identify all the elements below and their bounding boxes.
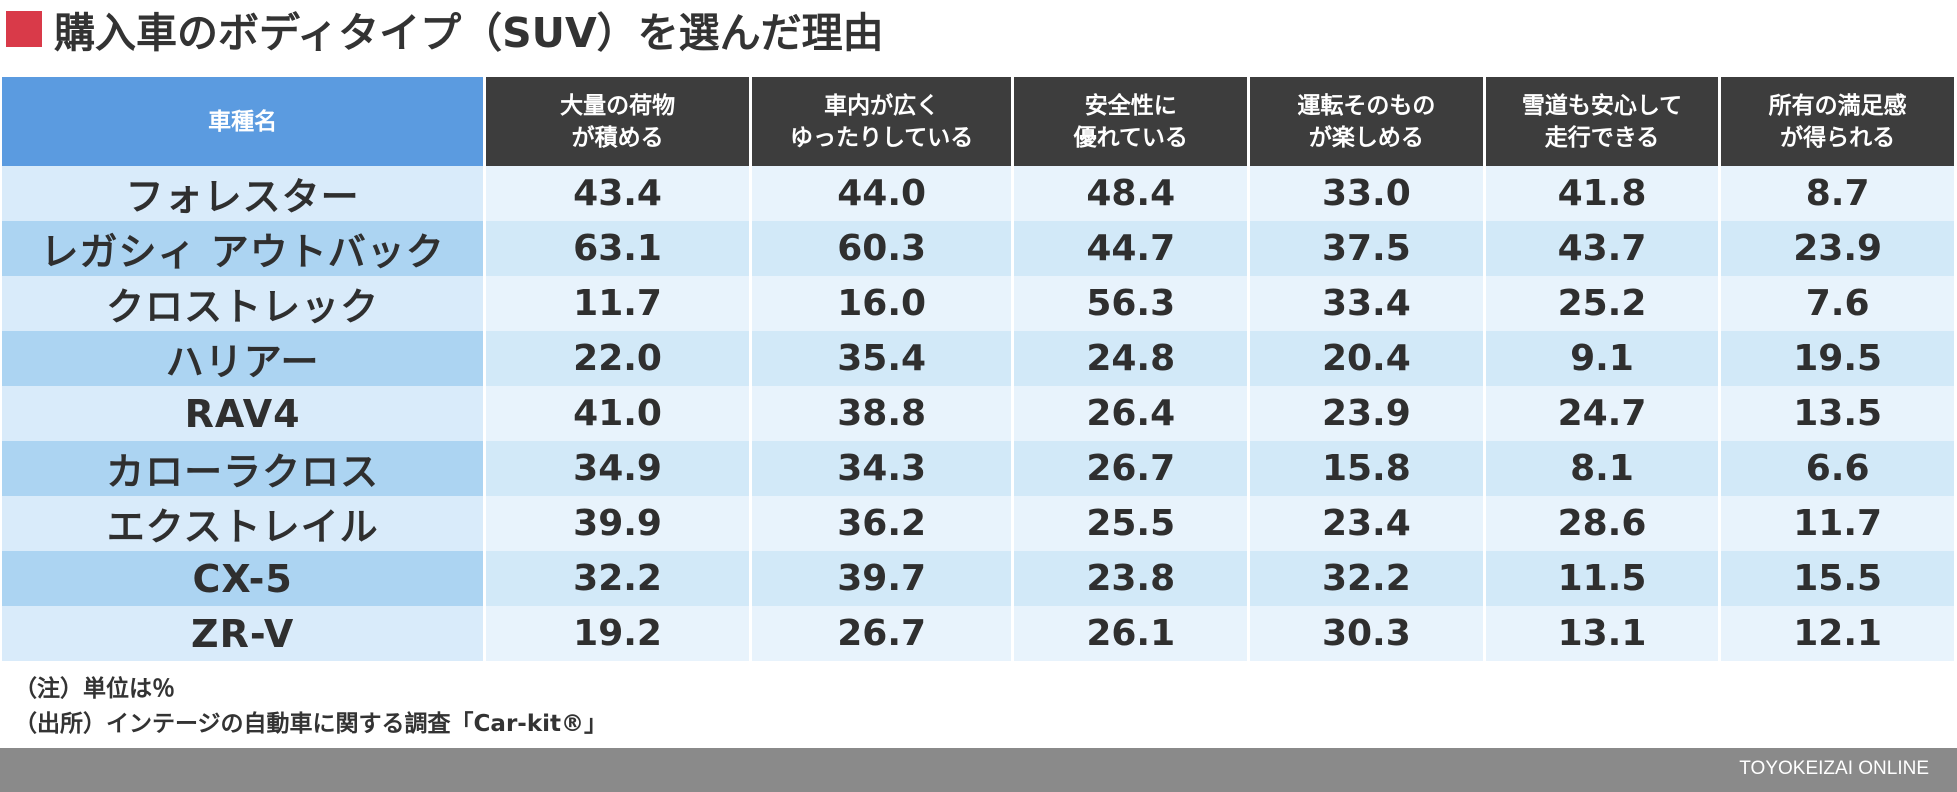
- value-cell: 6.6: [1719, 441, 1957, 496]
- value-cell: 11.7: [1719, 496, 1957, 551]
- value-cell: 25.5: [1012, 496, 1251, 551]
- value-cell: 26.1: [1012, 606, 1251, 661]
- value-cell: 35.4: [750, 331, 1015, 386]
- value-cell: 43.4: [484, 166, 752, 221]
- vehicle-name-cell: レガシィ アウトバック: [2, 221, 487, 276]
- value-cell: 48.4: [1012, 166, 1251, 221]
- value-cell: 8.1: [1484, 441, 1722, 496]
- value-cell: 15.8: [1248, 441, 1486, 496]
- footer-brand: TOYOKEIZAI ONLINE: [1739, 758, 1929, 779]
- column-header: 車種名: [2, 77, 487, 166]
- source-note: （出所）インテージの自動車に関する調査「Car-kit®」: [14, 711, 608, 737]
- value-cell: 44.7: [1012, 221, 1251, 276]
- column-header: 車内が広く ゆったりしている: [750, 77, 1015, 166]
- value-cell: 26.7: [750, 606, 1015, 661]
- vehicle-name-cell: RAV4: [2, 386, 487, 441]
- value-cell: 44.0: [750, 166, 1015, 221]
- value-cell: 11.5: [1484, 551, 1722, 606]
- vehicle-name-cell: カローラクロス: [2, 441, 487, 496]
- value-cell: 37.5: [1248, 221, 1486, 276]
- notes: （注）単位は％ （出所）インテージの自動車に関する調査「Car-kit®」: [14, 672, 607, 742]
- table-header-row: 車種名 大量の荷物 が積める 車内が広く ゆったりしている 安全性に 優れている…: [2, 77, 1957, 166]
- table-row: クロストレック 11.7 16.0 56.3 33.4 25.2 7.6: [2, 276, 1957, 331]
- table-row: フォレスター 43.4 44.0 48.4 33.0 41.8 8.7: [2, 166, 1957, 221]
- value-cell: 19.2: [484, 606, 752, 661]
- column-header: 運転そのもの が楽しめる: [1248, 77, 1486, 166]
- value-cell: 15.5: [1719, 551, 1957, 606]
- value-cell: 23.4: [1248, 496, 1486, 551]
- value-cell: 41.0: [484, 386, 752, 441]
- value-cell: 33.4: [1248, 276, 1486, 331]
- value-cell: 33.0: [1248, 166, 1486, 221]
- value-cell: 23.8: [1012, 551, 1251, 606]
- column-header: 所有の満足感 が得られる: [1719, 77, 1957, 166]
- title-bar: 購入車のボディタイプ（SUV）を選んだ理由: [6, 4, 884, 57]
- table-row: エクストレイル 39.9 36.2 25.5 23.4 28.6 11.7: [2, 496, 1957, 551]
- value-cell: 16.0: [750, 276, 1015, 331]
- value-cell: 38.8: [750, 386, 1015, 441]
- page-title: 購入車のボディタイプ（SUV）を選んだ理由: [54, 9, 884, 57]
- vehicle-name-cell: ハリアー: [2, 331, 487, 386]
- value-cell: 25.2: [1484, 276, 1722, 331]
- value-cell: 39.7: [750, 551, 1015, 606]
- column-header: 安全性に 優れている: [1012, 77, 1251, 166]
- value-cell: 32.2: [484, 551, 752, 606]
- value-cell: 12.1: [1719, 606, 1957, 661]
- value-cell: 28.6: [1484, 496, 1722, 551]
- value-cell: 34.9: [484, 441, 752, 496]
- column-header: 雪道も安心して 走行できる: [1484, 77, 1722, 166]
- value-cell: 63.1: [484, 221, 752, 276]
- value-cell: 30.3: [1248, 606, 1486, 661]
- value-cell: 19.5: [1719, 331, 1957, 386]
- value-cell: 20.4: [1248, 331, 1486, 386]
- table-row: カローラクロス 34.9 34.3 26.7 15.8 8.1 6.6: [2, 441, 1957, 496]
- table-row: RAV4 41.0 38.8 26.4 23.9 24.7 13.5: [2, 386, 1957, 441]
- vehicle-name-cell: CX-5: [2, 551, 487, 606]
- value-cell: 24.8: [1012, 331, 1251, 386]
- value-cell: 36.2: [750, 496, 1015, 551]
- value-cell: 41.8: [1484, 166, 1722, 221]
- table-row: ハリアー 22.0 35.4 24.8 20.4 9.1 19.5: [2, 331, 1957, 386]
- value-cell: 8.7: [1719, 166, 1957, 221]
- data-table: 車種名 大量の荷物 が積める 車内が広く ゆったりしている 安全性に 優れている…: [2, 77, 1957, 661]
- vehicle-name-cell: フォレスター: [2, 166, 487, 221]
- unit-note: （注）単位は％: [14, 676, 175, 702]
- value-cell: 32.2: [1248, 551, 1486, 606]
- table-row: CX-5 32.2 39.7 23.8 32.2 11.5 15.5: [2, 551, 1957, 606]
- value-cell: 23.9: [1248, 386, 1486, 441]
- value-cell: 13.1: [1484, 606, 1722, 661]
- value-cell: 56.3: [1012, 276, 1251, 331]
- title-marker: [6, 11, 42, 47]
- vehicle-name-cell: ZR-V: [2, 606, 487, 661]
- value-cell: 26.4: [1012, 386, 1251, 441]
- table-body: フォレスター 43.4 44.0 48.4 33.0 41.8 8.7 レガシィ アウトバック…: [2, 166, 1957, 661]
- value-cell: 7.6: [1719, 276, 1957, 331]
- value-cell: 43.7: [1484, 221, 1722, 276]
- table-row: レガシィ アウトバック 63.1 60.3 44.7 37.5 43.7 23.9: [2, 221, 1957, 276]
- column-header: 大量の荷物 が積める: [484, 77, 752, 166]
- value-cell: 39.9: [484, 496, 752, 551]
- value-cell: 26.7: [1012, 441, 1251, 496]
- value-cell: 22.0: [484, 331, 752, 386]
- value-cell: 34.3: [750, 441, 1015, 496]
- vehicle-name-cell: エクストレイル: [2, 496, 487, 551]
- value-cell: 11.7: [484, 276, 752, 331]
- value-cell: 23.9: [1719, 221, 1957, 276]
- vehicle-name-cell: クロストレック: [2, 276, 487, 331]
- table-row: ZR-V 19.2 26.7 26.1 30.3 13.1 12.1: [2, 606, 1957, 661]
- value-cell: 24.7: [1484, 386, 1722, 441]
- value-cell: 9.1: [1484, 331, 1722, 386]
- value-cell: 60.3: [750, 221, 1015, 276]
- footer-bar: TOYOKEIZAI ONLINE: [0, 748, 1957, 792]
- value-cell: 13.5: [1719, 386, 1957, 441]
